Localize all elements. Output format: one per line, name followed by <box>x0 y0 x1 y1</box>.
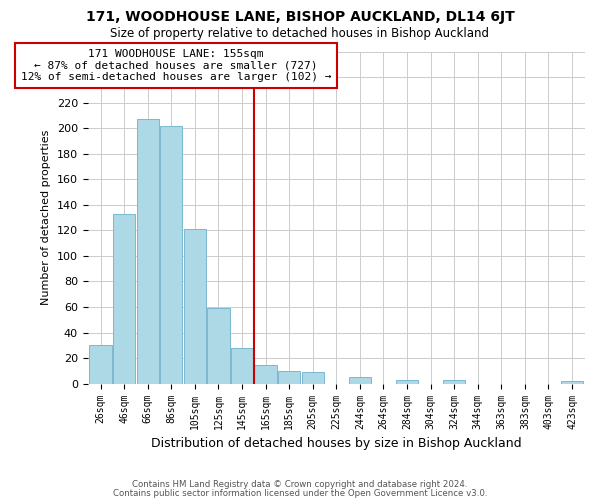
Bar <box>160 126 182 384</box>
Bar <box>184 229 206 384</box>
Bar <box>561 381 583 384</box>
Bar <box>254 364 277 384</box>
Bar <box>443 380 466 384</box>
Text: Contains HM Land Registry data © Crown copyright and database right 2024.: Contains HM Land Registry data © Crown c… <box>132 480 468 489</box>
Bar <box>349 378 371 384</box>
Bar <box>207 308 230 384</box>
Bar <box>278 371 301 384</box>
Text: 171 WOODHOUSE LANE: 155sqm
← 87% of detached houses are smaller (727)
12% of sem: 171 WOODHOUSE LANE: 155sqm ← 87% of deta… <box>21 49 331 82</box>
Text: Contains public sector information licensed under the Open Government Licence v3: Contains public sector information licen… <box>113 488 487 498</box>
Bar <box>113 214 136 384</box>
Bar <box>89 346 112 384</box>
Text: 171, WOODHOUSE LANE, BISHOP AUCKLAND, DL14 6JT: 171, WOODHOUSE LANE, BISHOP AUCKLAND, DL… <box>86 10 514 24</box>
Bar <box>231 348 253 384</box>
Y-axis label: Number of detached properties: Number of detached properties <box>41 130 51 306</box>
X-axis label: Distribution of detached houses by size in Bishop Auckland: Distribution of detached houses by size … <box>151 437 521 450</box>
Bar <box>302 372 324 384</box>
Text: Size of property relative to detached houses in Bishop Auckland: Size of property relative to detached ho… <box>110 28 490 40</box>
Bar <box>137 119 159 384</box>
Bar <box>396 380 418 384</box>
